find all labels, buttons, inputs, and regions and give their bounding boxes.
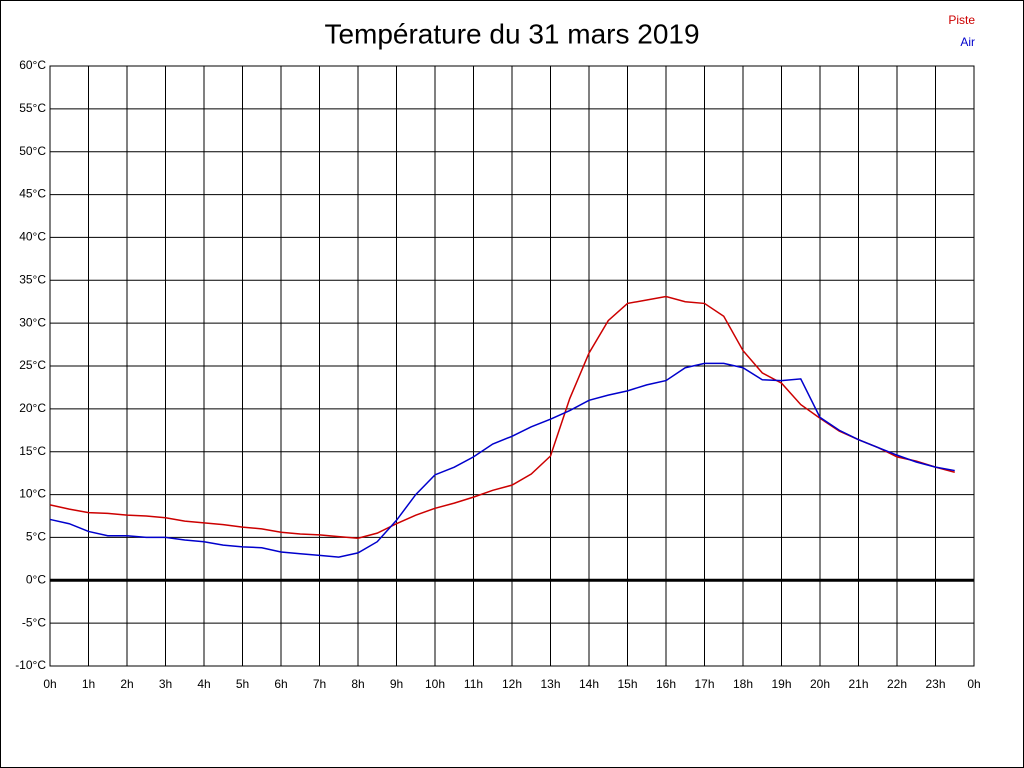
y-tick-label: -5°C xyxy=(22,615,46,629)
x-tick-label: 9h xyxy=(390,677,403,691)
y-tick-label: 25°C xyxy=(19,358,46,372)
x-tick-label: 22h xyxy=(887,677,907,691)
y-tick-label: 35°C xyxy=(19,272,46,286)
x-tick-label: 5h xyxy=(236,677,249,691)
chart-title: Température du 31 mars 2019 xyxy=(324,18,699,49)
y-tick-label: 40°C xyxy=(19,230,46,244)
y-tick-label: 0°C xyxy=(26,572,46,586)
x-tick-label: 8h xyxy=(351,677,364,691)
y-tick-label: 10°C xyxy=(19,487,46,501)
y-tick-label: 20°C xyxy=(19,401,46,415)
line-series xyxy=(49,295,955,540)
x-tick-label: 12h xyxy=(502,677,522,691)
y-tick-label: 15°C xyxy=(19,444,46,458)
x-tick-label: 2h xyxy=(120,677,133,691)
x-tick-label: 23h xyxy=(925,677,945,691)
x-tick-label: 17h xyxy=(694,677,714,691)
x-tick-label: 13h xyxy=(540,677,560,691)
y-tick-label: -10°C xyxy=(15,658,46,672)
x-tick-label: 20h xyxy=(810,677,830,691)
y-tick-label: 30°C xyxy=(19,315,46,329)
x-tick-label: 16h xyxy=(656,677,676,691)
x-tick-label: 11h xyxy=(464,677,483,691)
x-tick-label: 7h xyxy=(313,677,326,691)
legend-entry: Air xyxy=(960,35,975,49)
x-tick-label: 4h xyxy=(197,677,210,691)
x-tick-label: 18h xyxy=(733,677,753,691)
x-tick-label: 19h xyxy=(771,677,791,691)
x-tick-label: 10h xyxy=(425,677,445,691)
x-tick-label: 1h xyxy=(82,677,95,691)
x-tick-label: 3h xyxy=(159,677,172,691)
x-tick-label: 0h xyxy=(43,677,56,691)
x-tick-label: 15h xyxy=(617,677,637,691)
x-tick-label: 6h xyxy=(274,677,287,691)
y-tick-label: 55°C xyxy=(19,101,46,115)
y-tick-label: 45°C xyxy=(19,187,46,201)
y-tick-label: 60°C xyxy=(19,58,46,72)
y-tick-label: 5°C xyxy=(26,530,46,544)
x-tick-label: 14h xyxy=(579,677,599,691)
x-tick-label: 21h xyxy=(848,677,868,691)
y-tick-label: 50°C xyxy=(19,144,46,158)
line-series xyxy=(49,362,955,558)
legend-entry: Piste xyxy=(948,13,975,27)
x-tick-label: 0h xyxy=(967,677,980,691)
